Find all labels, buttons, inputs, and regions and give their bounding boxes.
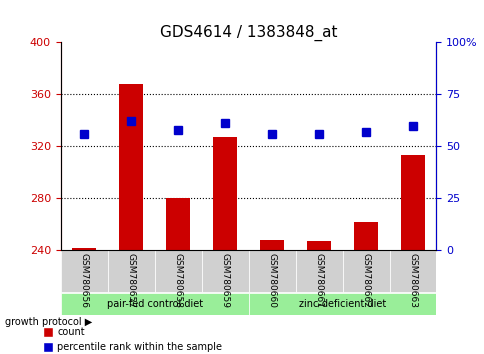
Text: GSM780659: GSM780659 <box>220 253 229 308</box>
Bar <box>119 84 143 250</box>
Text: pair-fed control diet: pair-fed control diet <box>106 299 202 309</box>
Bar <box>166 198 189 250</box>
Text: GSM780660: GSM780660 <box>267 253 276 308</box>
FancyBboxPatch shape <box>248 250 295 292</box>
FancyBboxPatch shape <box>248 293 436 315</box>
FancyBboxPatch shape <box>60 293 248 315</box>
Text: GSM780656: GSM780656 <box>79 253 89 308</box>
Title: GDS4614 / 1383848_at: GDS4614 / 1383848_at <box>160 25 336 41</box>
Text: GSM780658: GSM780658 <box>173 253 182 308</box>
FancyBboxPatch shape <box>60 250 107 292</box>
FancyBboxPatch shape <box>342 250 389 292</box>
Bar <box>353 222 377 250</box>
Bar <box>72 247 96 250</box>
FancyBboxPatch shape <box>154 250 201 292</box>
Text: GSM780661: GSM780661 <box>314 253 323 308</box>
Text: GSM780663: GSM780663 <box>408 253 417 308</box>
Text: growth protocol ▶: growth protocol ▶ <box>5 317 92 327</box>
FancyBboxPatch shape <box>389 250 436 292</box>
Bar <box>400 155 424 250</box>
Bar <box>307 241 330 250</box>
Text: GSM780662: GSM780662 <box>361 253 370 308</box>
FancyBboxPatch shape <box>295 250 342 292</box>
Bar <box>213 137 236 250</box>
FancyBboxPatch shape <box>201 250 248 292</box>
Bar <box>260 240 283 250</box>
FancyBboxPatch shape <box>107 250 154 292</box>
Text: zinc-deficient diet: zinc-deficient diet <box>298 299 385 309</box>
Text: GSM780657: GSM780657 <box>126 253 136 308</box>
Legend: count, percentile rank within the sample: count, percentile rank within the sample <box>39 324 226 354</box>
